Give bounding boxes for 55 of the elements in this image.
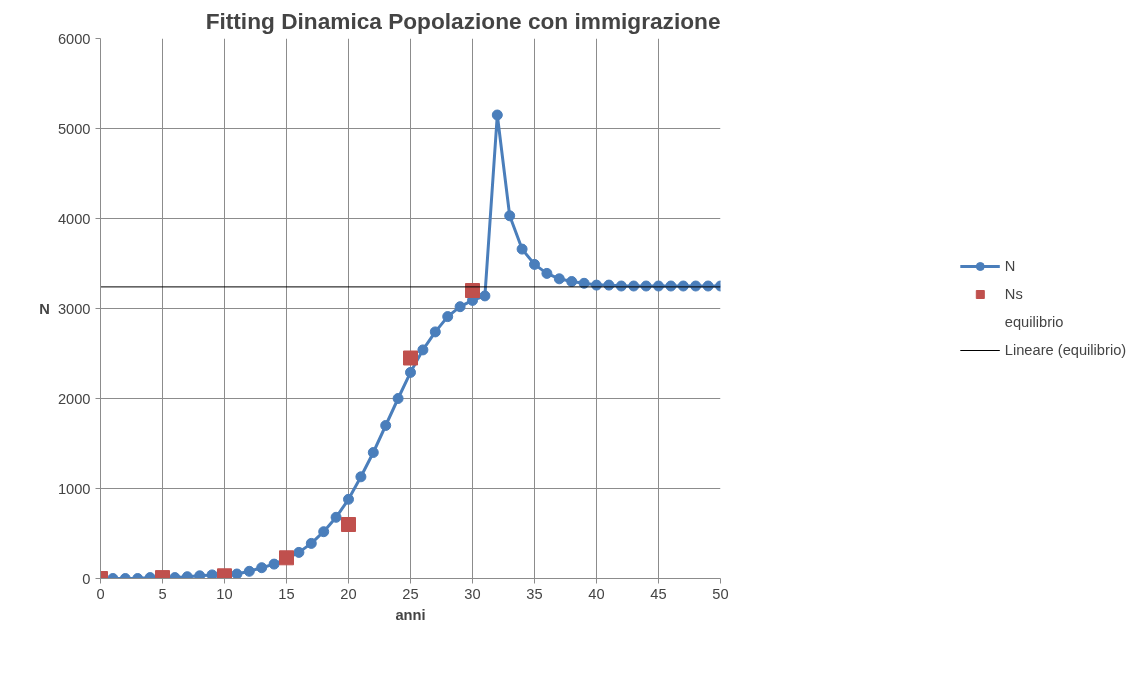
- legend-label: Ns: [1004, 286, 1024, 302]
- point: [516, 243, 528, 255]
- point: [256, 562, 268, 574]
- point: [355, 471, 367, 483]
- point: [243, 565, 255, 577]
- y-tick-label: 0: [82, 570, 91, 587]
- point: [206, 569, 218, 579]
- point: [566, 276, 578, 287]
- y-tick-label: 2000: [57, 390, 91, 407]
- point: [318, 526, 330, 538]
- x-tick-label: 35: [526, 585, 543, 602]
- x-axis-title: anni: [395, 606, 426, 623]
- x-tick-label: 20: [340, 585, 357, 602]
- x-tick-label: 40: [588, 585, 605, 602]
- x-tick-label: 5: [158, 585, 167, 602]
- point: [429, 326, 441, 338]
- x-tick-label: 50: [712, 585, 729, 602]
- legend-label: N: [1004, 258, 1017, 274]
- point: [504, 210, 516, 222]
- point: [491, 109, 503, 121]
- legend-label: Lineare (equilibrio): [1004, 342, 1127, 358]
- point: [367, 447, 379, 458]
- y-tick-label: 6000: [57, 30, 91, 47]
- x-tick-label: 25: [402, 585, 419, 602]
- point: [293, 546, 305, 558]
- y-axis-title: N: [39, 300, 50, 317]
- y-tick-label: 3000: [57, 300, 91, 317]
- point: [268, 558, 280, 570]
- x-tick-label: 0: [96, 585, 105, 602]
- point: [330, 511, 342, 523]
- x-tick-label: 10: [216, 585, 233, 602]
- point: [380, 420, 392, 431]
- text: equilibrio: [1004, 314, 1064, 330]
- point: [341, 517, 356, 532]
- x-tick-label: 45: [650, 585, 667, 602]
- point: [343, 493, 354, 505]
- y-tick-label: 1000: [57, 480, 91, 497]
- point: [405, 366, 416, 378]
- point: [541, 267, 553, 279]
- point: [194, 570, 206, 579]
- y-tick-label: 5000: [57, 120, 91, 137]
- point: [403, 350, 418, 366]
- point: [553, 273, 565, 285]
- point: [392, 393, 404, 404]
- chart-title: Fitting Dinamica Popolazione con immigrazione: [205, 7, 721, 34]
- point: [454, 301, 466, 313]
- point: [305, 537, 317, 549]
- y-tick-label: 4000: [57, 210, 91, 227]
- x-tick-label: 30: [464, 585, 481, 602]
- point: [442, 311, 454, 323]
- point: [231, 568, 243, 579]
- point: [529, 258, 540, 270]
- point: [417, 344, 429, 356]
- x-tick-label: 15: [278, 585, 295, 602]
- point: [479, 290, 491, 302]
